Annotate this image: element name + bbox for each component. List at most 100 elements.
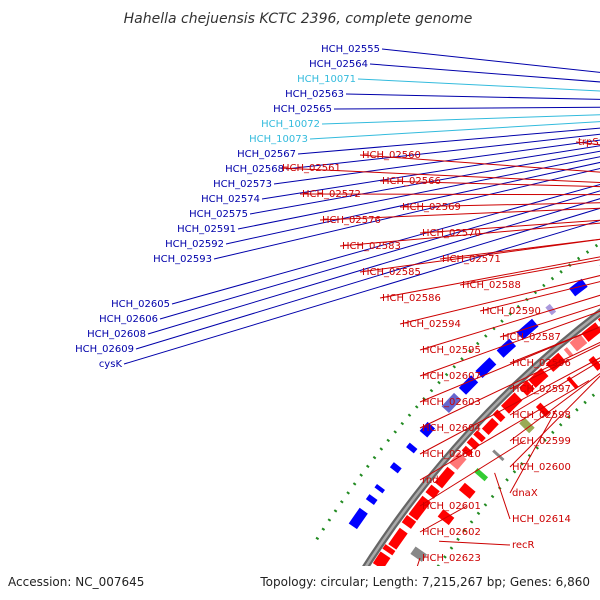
left-gene-label: HCH_02592 — [165, 239, 224, 250]
gene-features — [348, 265, 600, 570]
forward-gene — [481, 417, 499, 435]
right-leader-line — [379, 180, 600, 188]
left-gene-label: HCH_02564 — [309, 59, 368, 70]
left-leader-line — [357, 78, 600, 92]
right-leader-line — [509, 372, 600, 442]
misc-feature — [410, 546, 428, 562]
left-leader-line — [225, 161, 600, 245]
left-leader-line — [333, 106, 600, 110]
accession-text: Accession: NC_007645 — [8, 575, 144, 589]
left-leader-line — [171, 183, 600, 305]
right-leader-line — [319, 207, 600, 221]
forward-gene — [581, 322, 600, 342]
right-gene-label: HCH_02614 — [512, 514, 571, 525]
left-leader-line — [273, 139, 600, 185]
left-leader-line — [237, 156, 600, 230]
reverse-gene — [419, 421, 436, 438]
right-gene-label: HCH_02561 — [282, 163, 341, 174]
right-gene-label: recR — [512, 540, 535, 551]
right-leader-line — [299, 193, 600, 196]
right-gene-label: HCH_02572 — [302, 189, 361, 200]
reverse-gene — [441, 392, 462, 413]
genome-backbone — [357, 308, 600, 578]
left-gene-label: HCH_02591 — [177, 224, 236, 235]
right-gene-label: HCH_02604 — [422, 423, 481, 434]
left-gene-label: HCH_02568 — [225, 164, 284, 175]
right-leader-line — [509, 344, 600, 390]
misc-feature — [458, 482, 476, 499]
right-leader-line — [399, 202, 600, 208]
forward-gene — [425, 484, 440, 499]
forward-gene — [401, 514, 417, 529]
right-gene-label: HCH_02603 — [422, 397, 481, 408]
forward-gene — [466, 437, 480, 450]
reverse-gene — [516, 318, 539, 340]
right-gene-label: HCH_02560 — [362, 150, 421, 161]
right-leader-line — [509, 409, 557, 494]
right-gene-label: HCH_02588 — [462, 280, 521, 291]
left-leader-line — [159, 190, 600, 320]
reverse-gene — [374, 484, 385, 494]
left-gene-label: HCH_10072 — [261, 119, 320, 130]
left-leader-line — [297, 127, 600, 155]
misc-feature — [492, 449, 505, 462]
right-gene-label: HCH_02566 — [382, 176, 441, 187]
right-leader-line — [339, 222, 600, 247]
left-gene-label: HCH_02563 — [285, 89, 344, 100]
right-leader-line — [419, 310, 600, 377]
right-gene-label: HCH_02571 — [442, 254, 501, 265]
reverse-gene — [475, 357, 497, 379]
left-leader-line — [285, 133, 600, 170]
right-leader-line — [494, 472, 511, 520]
left-gene-label: HCH_02565 — [273, 104, 332, 115]
right-leader-line — [279, 167, 600, 184]
right-leader-line — [419, 294, 600, 351]
left-leader-line — [261, 145, 600, 200]
right-leader-line — [419, 341, 600, 429]
forward-gene — [388, 527, 408, 550]
right-leader-line — [419, 380, 590, 481]
left-leader-line — [345, 93, 600, 100]
right-gene-label: HCH_02586 — [382, 293, 441, 304]
left-gene-label: HCH_02608 — [87, 329, 146, 340]
right-leader-line — [509, 360, 600, 416]
label-leader-lines — [123, 48, 600, 578]
misc-feature — [519, 417, 535, 434]
right-gene-label: HCH_02583 — [342, 241, 401, 252]
misc-feature — [474, 468, 489, 482]
right-leader-line — [419, 357, 600, 455]
left-gene-label: cysK — [99, 359, 123, 370]
right-gene-label: trpS — [578, 137, 599, 148]
right-leader-line — [419, 505, 467, 533]
forward-gene — [569, 334, 588, 352]
right-leader-line — [479, 281, 600, 312]
left-gene-label: HCH_10071 — [297, 74, 356, 85]
right-leader-line — [509, 375, 600, 468]
left-leader-line — [147, 198, 600, 335]
right-gene-label: HCH_02607 — [422, 371, 481, 382]
left-gene-label: HCH_02575 — [189, 209, 248, 220]
right-gene-label: HCH_02594 — [402, 319, 461, 330]
right-leader-line — [359, 238, 600, 273]
right-leader-line — [459, 259, 600, 286]
left-leader-line — [381, 48, 600, 73]
right-leader-line — [439, 540, 511, 546]
right-gene-label: HCH_02610 — [422, 449, 481, 460]
reverse-gene — [389, 462, 402, 474]
left-gene-label: HCH_02567 — [237, 149, 296, 160]
right-gene-label: HCH_02601 — [422, 501, 481, 512]
forward-gene — [449, 452, 467, 470]
forward-gene — [372, 551, 391, 570]
right-gene-label: dnaX — [512, 488, 538, 499]
forward-gene — [597, 317, 600, 323]
left-gene-label: HCH_02605 — [111, 299, 170, 310]
right-leader-line — [419, 326, 600, 403]
right-gene-label: HCH_02576 — [322, 215, 381, 226]
forward-gene — [519, 380, 535, 396]
left-leader-line — [369, 63, 600, 83]
right-leader-line — [419, 219, 600, 234]
left-gene-label: HCH_10073 — [249, 134, 308, 145]
genome-summary-text: Topology: circular; Length: 7,215,267 bp… — [259, 575, 590, 589]
